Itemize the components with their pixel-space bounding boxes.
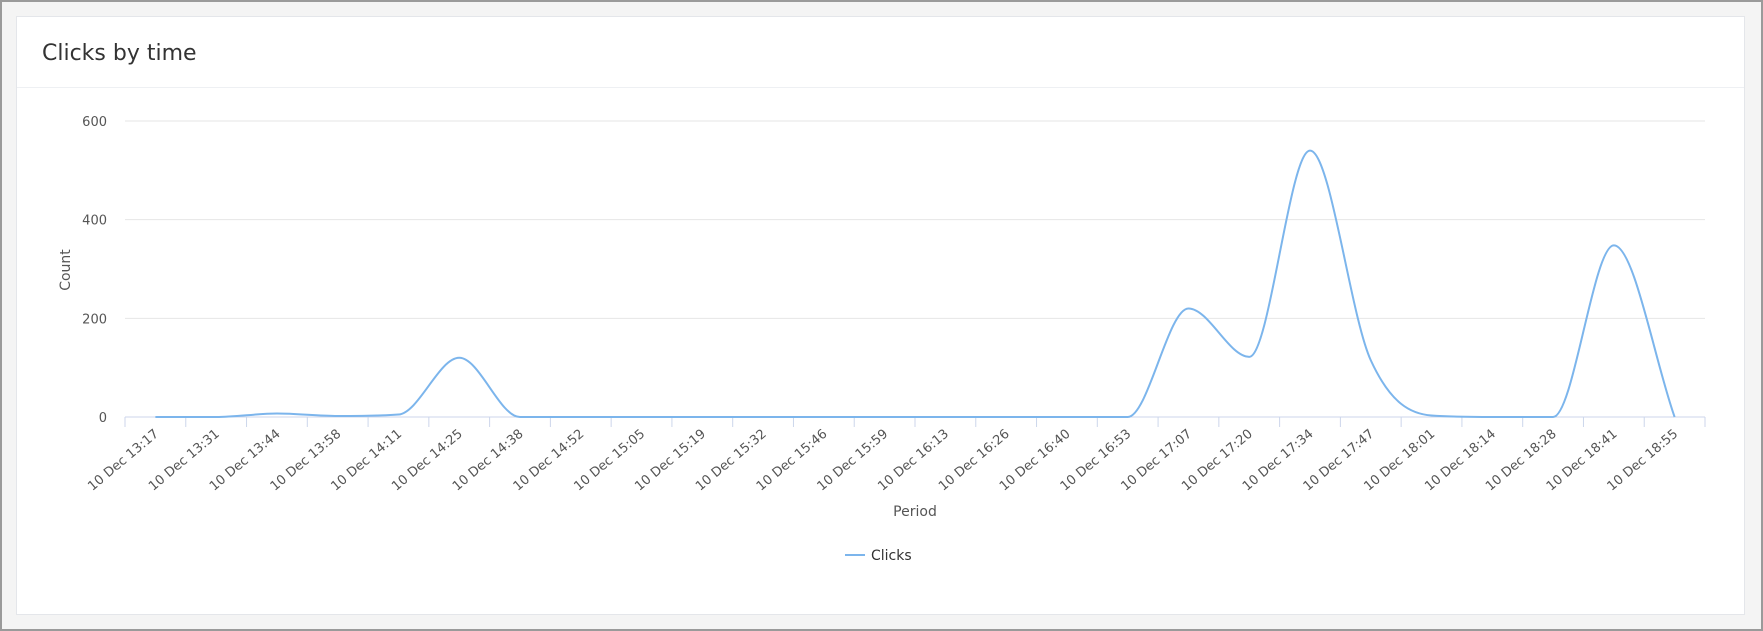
card-title: Clicks by time (42, 41, 197, 66)
y-tick-label: 400 (82, 214, 107, 229)
line-series (155, 149, 1676, 419)
x-axis-title: Period (893, 504, 937, 520)
card-header: Clicks by time (17, 17, 1744, 88)
legend-label[interactable]: Clicks (871, 548, 912, 564)
chart-card: Clicks by time (16, 16, 1745, 615)
y-tick-label: 0 (99, 411, 107, 426)
y-axis-title: Count (58, 249, 74, 291)
y-tick-label: 200 (82, 312, 107, 327)
y-tick-label: 600 (82, 115, 107, 130)
